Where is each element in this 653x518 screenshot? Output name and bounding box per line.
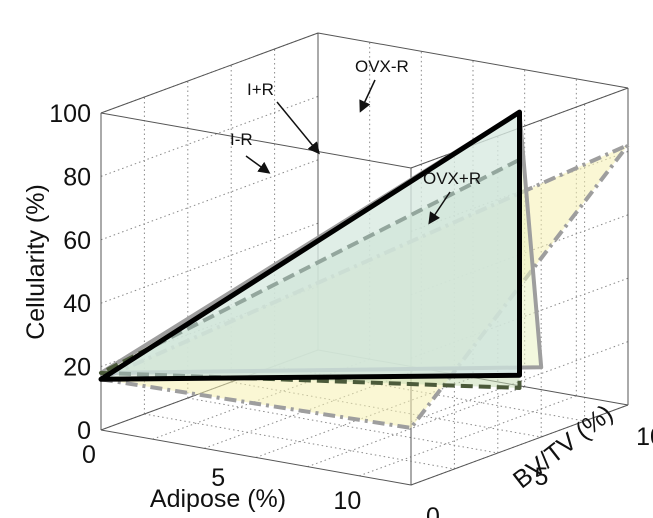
frame-edge-6 <box>100 112 412 169</box>
frame-edge-8 <box>100 32 319 114</box>
gridline-y-floor-6 <box>231 381 542 438</box>
axis-label-cellularity: Cellularity (%) <box>22 184 50 340</box>
annotation-ovx-r: OVX+R <box>423 169 481 188</box>
gridline-y-floor-8 <box>274 365 585 422</box>
gridline-y-floor-4 <box>187 397 498 454</box>
tick-z-100: 100 <box>49 100 91 128</box>
tick-z-20: 20 <box>63 354 91 382</box>
labels-layer: 02040608010005100510Cellularity (%)Adipo… <box>22 57 653 518</box>
annotation-ovx-r: OVX-R <box>355 57 409 76</box>
tick-z-0: 0 <box>77 417 91 445</box>
frame-edge-0 <box>100 429 412 486</box>
tick-y-0: 0 <box>426 503 440 518</box>
tick-y-5: 5 <box>535 463 549 491</box>
series-layer <box>98 109 630 430</box>
tick-z-80: 80 <box>63 163 91 191</box>
annotation-arrow-ovx-r <box>359 79 376 113</box>
annotation-arrow-ovx-r <box>428 191 451 225</box>
gridline-y-floor-2 <box>144 413 455 470</box>
annotation-arrow-i-r <box>276 101 320 155</box>
tick-z-40: 40 <box>63 290 91 318</box>
annotation-i-r: I-R <box>230 130 253 149</box>
tick-y-10: 10 <box>636 423 653 451</box>
tick-x-10: 10 <box>333 487 361 515</box>
axis-label-adipose: Adipose (%) <box>150 485 286 513</box>
tick-x-0: 0 <box>82 441 96 469</box>
annotation-i-r: I+R <box>247 80 274 99</box>
frame-edge-9 <box>317 32 629 89</box>
tick-z-60: 60 <box>63 227 91 255</box>
tick-x-5: 5 <box>211 464 225 492</box>
annotation-arrow-i-r <box>245 155 271 174</box>
series-outline-i-r <box>98 109 522 382</box>
frame-edge-1 <box>410 404 629 486</box>
